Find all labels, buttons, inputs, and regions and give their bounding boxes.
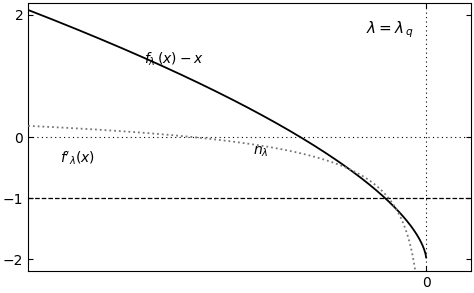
Text: $f'_{\lambda}(x)$: $f'_{\lambda}(x)$ [60,149,95,167]
Text: $\lambda = \lambda_{\,q}$: $\lambda = \lambda_{\,q}$ [366,19,413,40]
Text: $f_{\lambda}\,(x) - x$: $f_{\lambda}\,(x) - x$ [144,51,203,68]
Text: $n_{\lambda}$: $n_{\lambda}$ [253,144,268,159]
